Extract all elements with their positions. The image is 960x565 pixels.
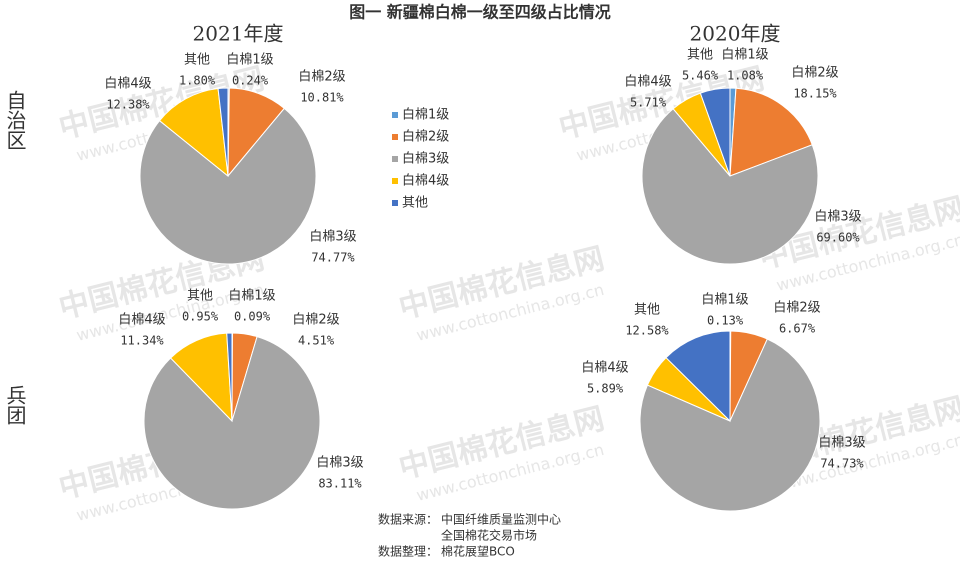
slice-category: 其他: [187, 289, 213, 304]
pie-slice: [641, 108, 819, 265]
slice-value-label: 5.71%: [630, 96, 667, 110]
slice-category: 白棉3级: [818, 435, 865, 451]
legend-swatch: [392, 134, 398, 140]
slice-category: 其他: [184, 53, 210, 68]
slice-value-label: 0.09%: [234, 310, 271, 324]
source-text: 全国棉花交易市场: [441, 528, 537, 543]
slice-category: 白棉1级: [228, 288, 275, 304]
slice-category: 白棉3级: [309, 229, 356, 245]
slice-value-label: 5.46%: [682, 69, 719, 83]
slice-category: 白棉3级: [814, 209, 861, 225]
slice-value-label: 5.89%: [587, 382, 624, 396]
slice-category: 白棉4级: [118, 312, 165, 328]
page-title: 图一 新疆棉白棉一级至四级占比情况: [349, 3, 611, 22]
slice-category: 白棉3级: [316, 455, 363, 471]
slice-category: 白棉2级: [292, 312, 339, 328]
row-title: 自治区: [3, 90, 27, 150]
slice-category: 其他: [687, 48, 713, 63]
column-title: 2020年度: [690, 22, 781, 46]
slice-value-label: 83.11%: [318, 477, 362, 491]
pie-slice: [169, 332, 233, 423]
slice-category: 白棉4级: [104, 76, 151, 92]
slice-value-label: 74.73%: [820, 457, 864, 471]
pie-slice: [639, 338, 821, 512]
slice-category: 白棉1级: [701, 292, 748, 308]
pie-slice: [139, 107, 317, 265]
slice-value-label: 1.08%: [727, 69, 764, 83]
legend-label: 白棉3级: [402, 151, 449, 167]
pie-slice: [158, 88, 229, 178]
slice-category: 白棉1级: [721, 47, 768, 63]
slice-value-label: 0.95%: [182, 310, 219, 324]
slice-value-label: 4.51%: [298, 334, 335, 348]
slice-value-label: 12.58%: [625, 324, 669, 338]
legend-swatch: [392, 112, 398, 118]
compiled-text: 棉花展望BCO: [441, 544, 515, 559]
slice-category: 白棉4级: [624, 74, 671, 90]
slice-category: 白棉2级: [298, 69, 345, 85]
legend-swatch: [392, 178, 398, 184]
source-text: 中国纤维质量监测中心: [441, 512, 561, 527]
slice-value-label: 74.77%: [311, 251, 355, 265]
slice-category: 白棉2级: [773, 300, 820, 316]
slice-category: 其他: [634, 303, 660, 318]
slice-category: 白棉1级: [226, 52, 273, 68]
pie-slice: [217, 87, 229, 177]
pie-slice: [226, 332, 233, 422]
legend-label: 白棉4级: [402, 173, 449, 189]
slice-value-label: 0.24%: [232, 74, 269, 88]
legend-label: 白棉1级: [402, 107, 449, 123]
source-label: 数据来源：: [378, 512, 438, 527]
slice-value-label: 1.80%: [179, 74, 216, 88]
slice-value-label: 10.81%: [300, 91, 344, 105]
slice-category: 白棉2级: [791, 65, 838, 81]
slice-value-label: 18.15%: [793, 87, 837, 101]
pie-slice: [665, 330, 731, 423]
pie-slice: [143, 336, 321, 510]
slice-value-label: 6.67%: [779, 322, 816, 336]
slice-value-label: 11.34%: [120, 334, 164, 348]
pie-slice: [729, 87, 813, 177]
legend-swatch: [392, 156, 398, 162]
slice-category: 白棉4级: [581, 360, 628, 376]
row-title: 兵团: [3, 385, 27, 425]
legend-label: 白棉2级: [402, 129, 449, 145]
slice-value-label: 12.38%: [106, 98, 150, 112]
compiled-label: 数据整理：: [378, 544, 438, 559]
legend-swatch: [392, 200, 398, 206]
slice-value-label: 69.60%: [816, 231, 860, 245]
legend-label: 其他: [402, 196, 428, 211]
pie-slice: [699, 87, 731, 177]
column-title: 2021年度: [193, 22, 284, 46]
slice-value-label: 0.13%: [707, 314, 744, 328]
